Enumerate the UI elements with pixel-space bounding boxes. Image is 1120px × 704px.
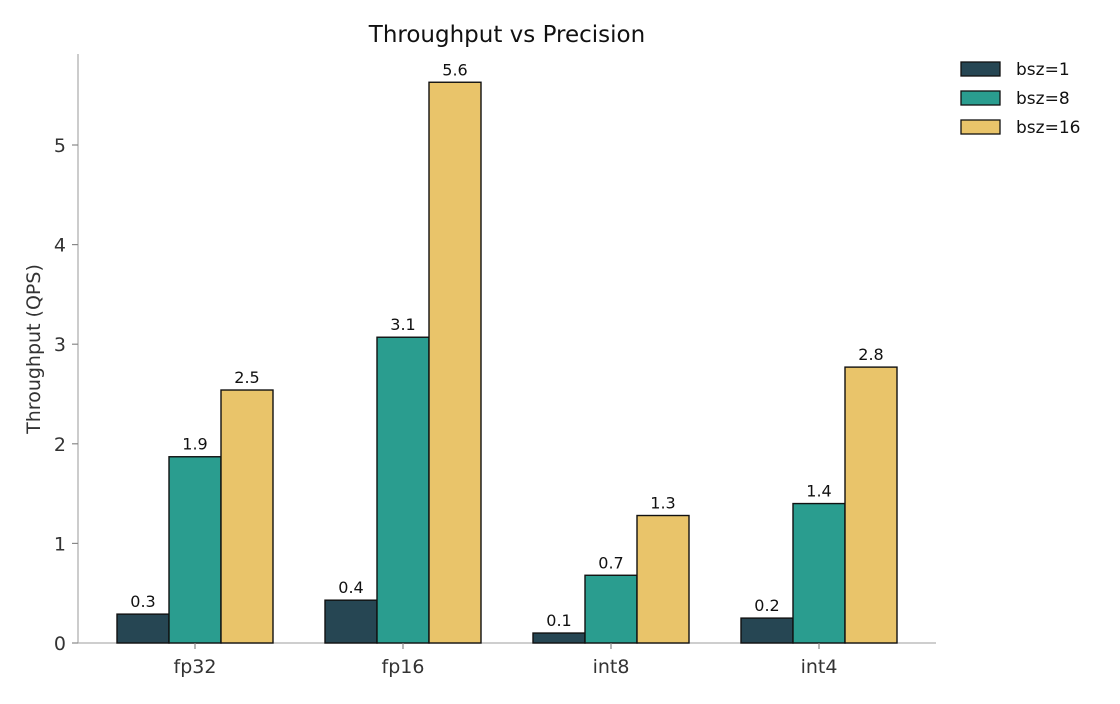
y-tick-label: 0 (54, 633, 66, 655)
bar (220, 389, 274, 644)
data-label: 1.4 (806, 482, 831, 501)
legend-swatch (960, 119, 1001, 135)
y-tick-label: 2 (54, 434, 66, 456)
bar (532, 632, 586, 644)
bar (584, 574, 638, 644)
data-label: 1.9 (182, 435, 207, 454)
bar (428, 81, 482, 644)
chart-title: Throughput vs Precision (368, 22, 645, 48)
bar (116, 613, 170, 644)
y-tick-label: 5 (54, 135, 66, 157)
legend-swatch (960, 90, 1001, 106)
data-label: 0.4 (338, 578, 363, 597)
data-label: 0.1 (546, 611, 571, 630)
data-label: 1.3 (650, 494, 675, 513)
bar (844, 366, 898, 644)
bar (792, 502, 846, 644)
x-tick-label: int8 (593, 656, 630, 678)
bar (740, 617, 794, 644)
data-label: 0.2 (754, 596, 779, 615)
x-tick-label: int4 (801, 656, 838, 678)
data-label: 2.8 (858, 345, 883, 364)
y-axis-label: Throughput (QPS) (23, 264, 45, 435)
data-label: 2.5 (234, 368, 259, 387)
data-label: 0.7 (598, 553, 623, 572)
bar (324, 599, 378, 644)
data-label: 3.1 (390, 315, 415, 334)
y-tick-label: 3 (54, 334, 66, 356)
data-label: 0.3 (130, 592, 155, 611)
plot-area: 0 1 2 3 4 5 0.3 1.9 2.5 fp32 0.4 3.1 5.6 fp16 0.1 0.7 1.… (54, 54, 936, 678)
legend-label: bsz=16 (1016, 118, 1080, 138)
legend-swatch (960, 61, 1001, 77)
legend: bsz=1 bsz=8 bsz=16 (960, 60, 1080, 138)
x-tick-label: fp16 (382, 656, 425, 678)
y-tick-label: 1 (54, 533, 66, 555)
legend-label: bsz=1 (1016, 60, 1070, 80)
x-tick-label: fp32 (174, 656, 217, 678)
bar (376, 336, 430, 644)
data-label: 5.6 (442, 60, 467, 79)
legend-label: bsz=8 (1016, 89, 1070, 109)
y-tick-label: 4 (54, 235, 66, 257)
bar (636, 514, 690, 644)
bar (168, 456, 222, 644)
